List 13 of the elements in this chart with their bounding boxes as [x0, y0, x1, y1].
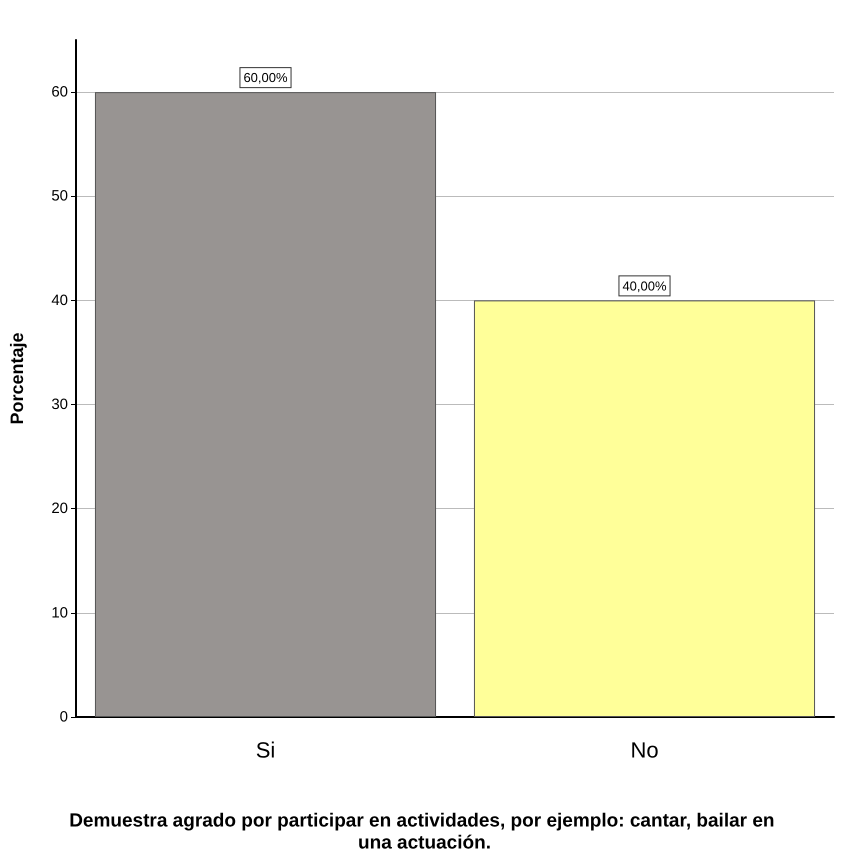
y-axis-title: Porcentaje: [7, 332, 27, 425]
y-tick-label: 20: [51, 500, 68, 518]
y-tick-label: 60: [51, 84, 68, 101]
x-tick-label: Si: [256, 738, 276, 762]
y-tick-label: 10: [51, 604, 68, 622]
x-axis-title: Demuestra agrado por participar en actividades, por ejemplo: cantar, bailar en una actuación.: [69, 810, 780, 854]
x-tick-label: No: [630, 738, 659, 762]
y-tick-label: 50: [51, 188, 68, 205]
data-label: 60,00%: [243, 70, 288, 86]
y-tick-label: 30: [51, 396, 68, 414]
y-tick-label: 0: [60, 708, 68, 726]
y-tick-label: 40: [51, 292, 68, 309]
data-label: 40,00%: [622, 278, 667, 294]
